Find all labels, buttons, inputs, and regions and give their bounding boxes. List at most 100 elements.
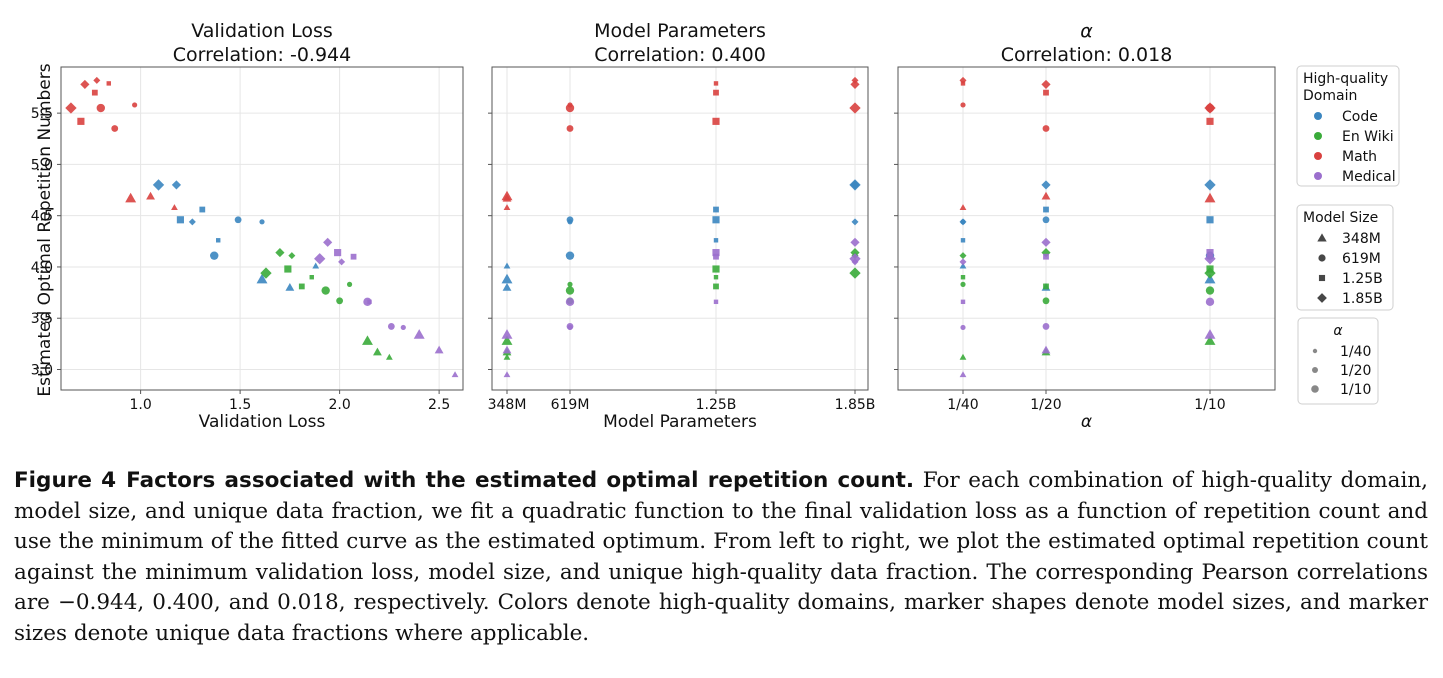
data-point bbox=[713, 283, 719, 290]
data-point bbox=[501, 335, 513, 345]
legend-alpha-items: 1/40 1/20 1/10 bbox=[1311, 344, 1371, 398]
data-point bbox=[1204, 329, 1216, 339]
legend-alpha-label: 1/10 bbox=[1340, 382, 1371, 398]
data-point bbox=[959, 252, 967, 260]
data-point bbox=[1205, 103, 1215, 113]
data-point bbox=[960, 281, 966, 287]
legend-size-title: Model Size bbox=[1303, 210, 1378, 226]
data-point bbox=[1041, 180, 1051, 190]
legend-domain-title-line1: High-quality bbox=[1303, 71, 1388, 87]
legend-domain-label: Math bbox=[1342, 149, 1377, 165]
y-tick-label: 4.0 bbox=[31, 260, 53, 276]
data-point bbox=[1043, 89, 1049, 96]
data-point bbox=[960, 299, 966, 305]
data-point bbox=[111, 125, 119, 132]
x-tick-label: 1.5 bbox=[229, 397, 251, 413]
data-point bbox=[152, 179, 165, 191]
data-point bbox=[959, 262, 967, 269]
data-point bbox=[567, 219, 573, 225]
data-point bbox=[171, 204, 178, 211]
data-point bbox=[503, 262, 511, 269]
data-point bbox=[275, 248, 285, 258]
data-point bbox=[1205, 286, 1215, 295]
data-point bbox=[712, 249, 720, 257]
data-point bbox=[413, 329, 425, 339]
data-point bbox=[960, 81, 966, 86]
panel-title: Validation Loss bbox=[191, 20, 333, 42]
legend-domain-frame bbox=[1296, 65, 1400, 187]
legend-alpha-frame bbox=[1297, 317, 1379, 405]
data-point bbox=[501, 273, 513, 284]
data-point bbox=[503, 371, 511, 378]
legend-alpha-marker bbox=[1312, 348, 1318, 354]
data-point bbox=[712, 117, 720, 125]
legend-model-size: Model Size 348M 619M 1.25B 1.85B bbox=[1296, 204, 1394, 311]
legend-size-label: 1.85B bbox=[1342, 291, 1383, 307]
data-point bbox=[256, 273, 268, 284]
data-point bbox=[712, 265, 720, 273]
data-point bbox=[106, 81, 111, 86]
data-point bbox=[216, 238, 221, 243]
data-point bbox=[451, 371, 459, 378]
x-tick-label: 2.5 bbox=[428, 397, 450, 413]
data-point bbox=[565, 297, 575, 307]
data-point bbox=[1042, 216, 1050, 224]
caption-text: For each combination of high-quality dom… bbox=[14, 468, 1429, 646]
data-point bbox=[503, 204, 511, 211]
panel-subtitle: Correlation: 0.018 bbox=[1001, 44, 1173, 66]
figure-caption: Figure 4 Factors associated with the esti… bbox=[14, 466, 1428, 649]
data-point bbox=[565, 286, 575, 295]
data-point bbox=[1204, 192, 1216, 203]
data-point bbox=[1043, 206, 1049, 213]
data-point bbox=[1204, 179, 1216, 191]
data-point bbox=[1042, 323, 1050, 330]
data-point bbox=[713, 206, 719, 213]
panel-title: α bbox=[1080, 20, 1093, 42]
x-tick-label: 2.0 bbox=[328, 397, 350, 413]
figure-svg: 3.0 3.5 4.0 4.5 5.0 5.5 1.0 1.5 2.0 2.5 Validation… bbox=[31, 20, 1400, 432]
x-tick-label: 1/10 bbox=[1194, 397, 1225, 413]
data-point bbox=[1043, 283, 1049, 290]
data-point bbox=[849, 267, 861, 279]
data-point bbox=[400, 324, 406, 331]
data-point bbox=[284, 265, 292, 273]
legend-domain-items: Code En Wiki Math Medical bbox=[1314, 109, 1396, 185]
data-point bbox=[850, 237, 860, 247]
y-tick-label: 3.0 bbox=[31, 362, 53, 378]
data-point bbox=[346, 281, 353, 287]
data-point bbox=[567, 324, 573, 331]
data-point bbox=[171, 180, 182, 190]
data-point bbox=[1206, 249, 1214, 257]
data-point bbox=[80, 79, 90, 90]
data-point bbox=[503, 353, 511, 360]
data-point bbox=[851, 76, 859, 84]
panel-validation-loss: 3.0 3.5 4.0 4.5 5.0 5.5 1.0 1.5 2.0 2.5 Validation… bbox=[31, 20, 464, 432]
data-point bbox=[350, 253, 357, 260]
legend-alpha-label: 1/20 bbox=[1340, 363, 1371, 379]
data-point bbox=[1206, 265, 1214, 273]
data-point bbox=[713, 253, 719, 260]
legend-size-label: 348M bbox=[1342, 231, 1381, 247]
data-point bbox=[713, 299, 719, 305]
data-point bbox=[851, 218, 859, 226]
data-point bbox=[566, 125, 574, 132]
data-point bbox=[146, 191, 155, 200]
data-point bbox=[502, 345, 512, 354]
data-point bbox=[1041, 79, 1051, 90]
legend-domain-label: Code bbox=[1342, 109, 1378, 125]
data-point bbox=[960, 102, 966, 108]
data-point bbox=[234, 216, 242, 224]
data-point bbox=[713, 89, 719, 96]
data-point bbox=[1206, 216, 1214, 224]
data-point bbox=[188, 218, 196, 226]
legend-size-marker bbox=[1317, 233, 1327, 242]
data-point bbox=[959, 371, 967, 378]
legend-swatch bbox=[1314, 132, 1322, 140]
data-point bbox=[850, 79, 860, 90]
data-point bbox=[434, 345, 444, 354]
data-point bbox=[260, 267, 272, 279]
data-point bbox=[77, 117, 85, 125]
legend-alpha-marker bbox=[1312, 367, 1318, 373]
